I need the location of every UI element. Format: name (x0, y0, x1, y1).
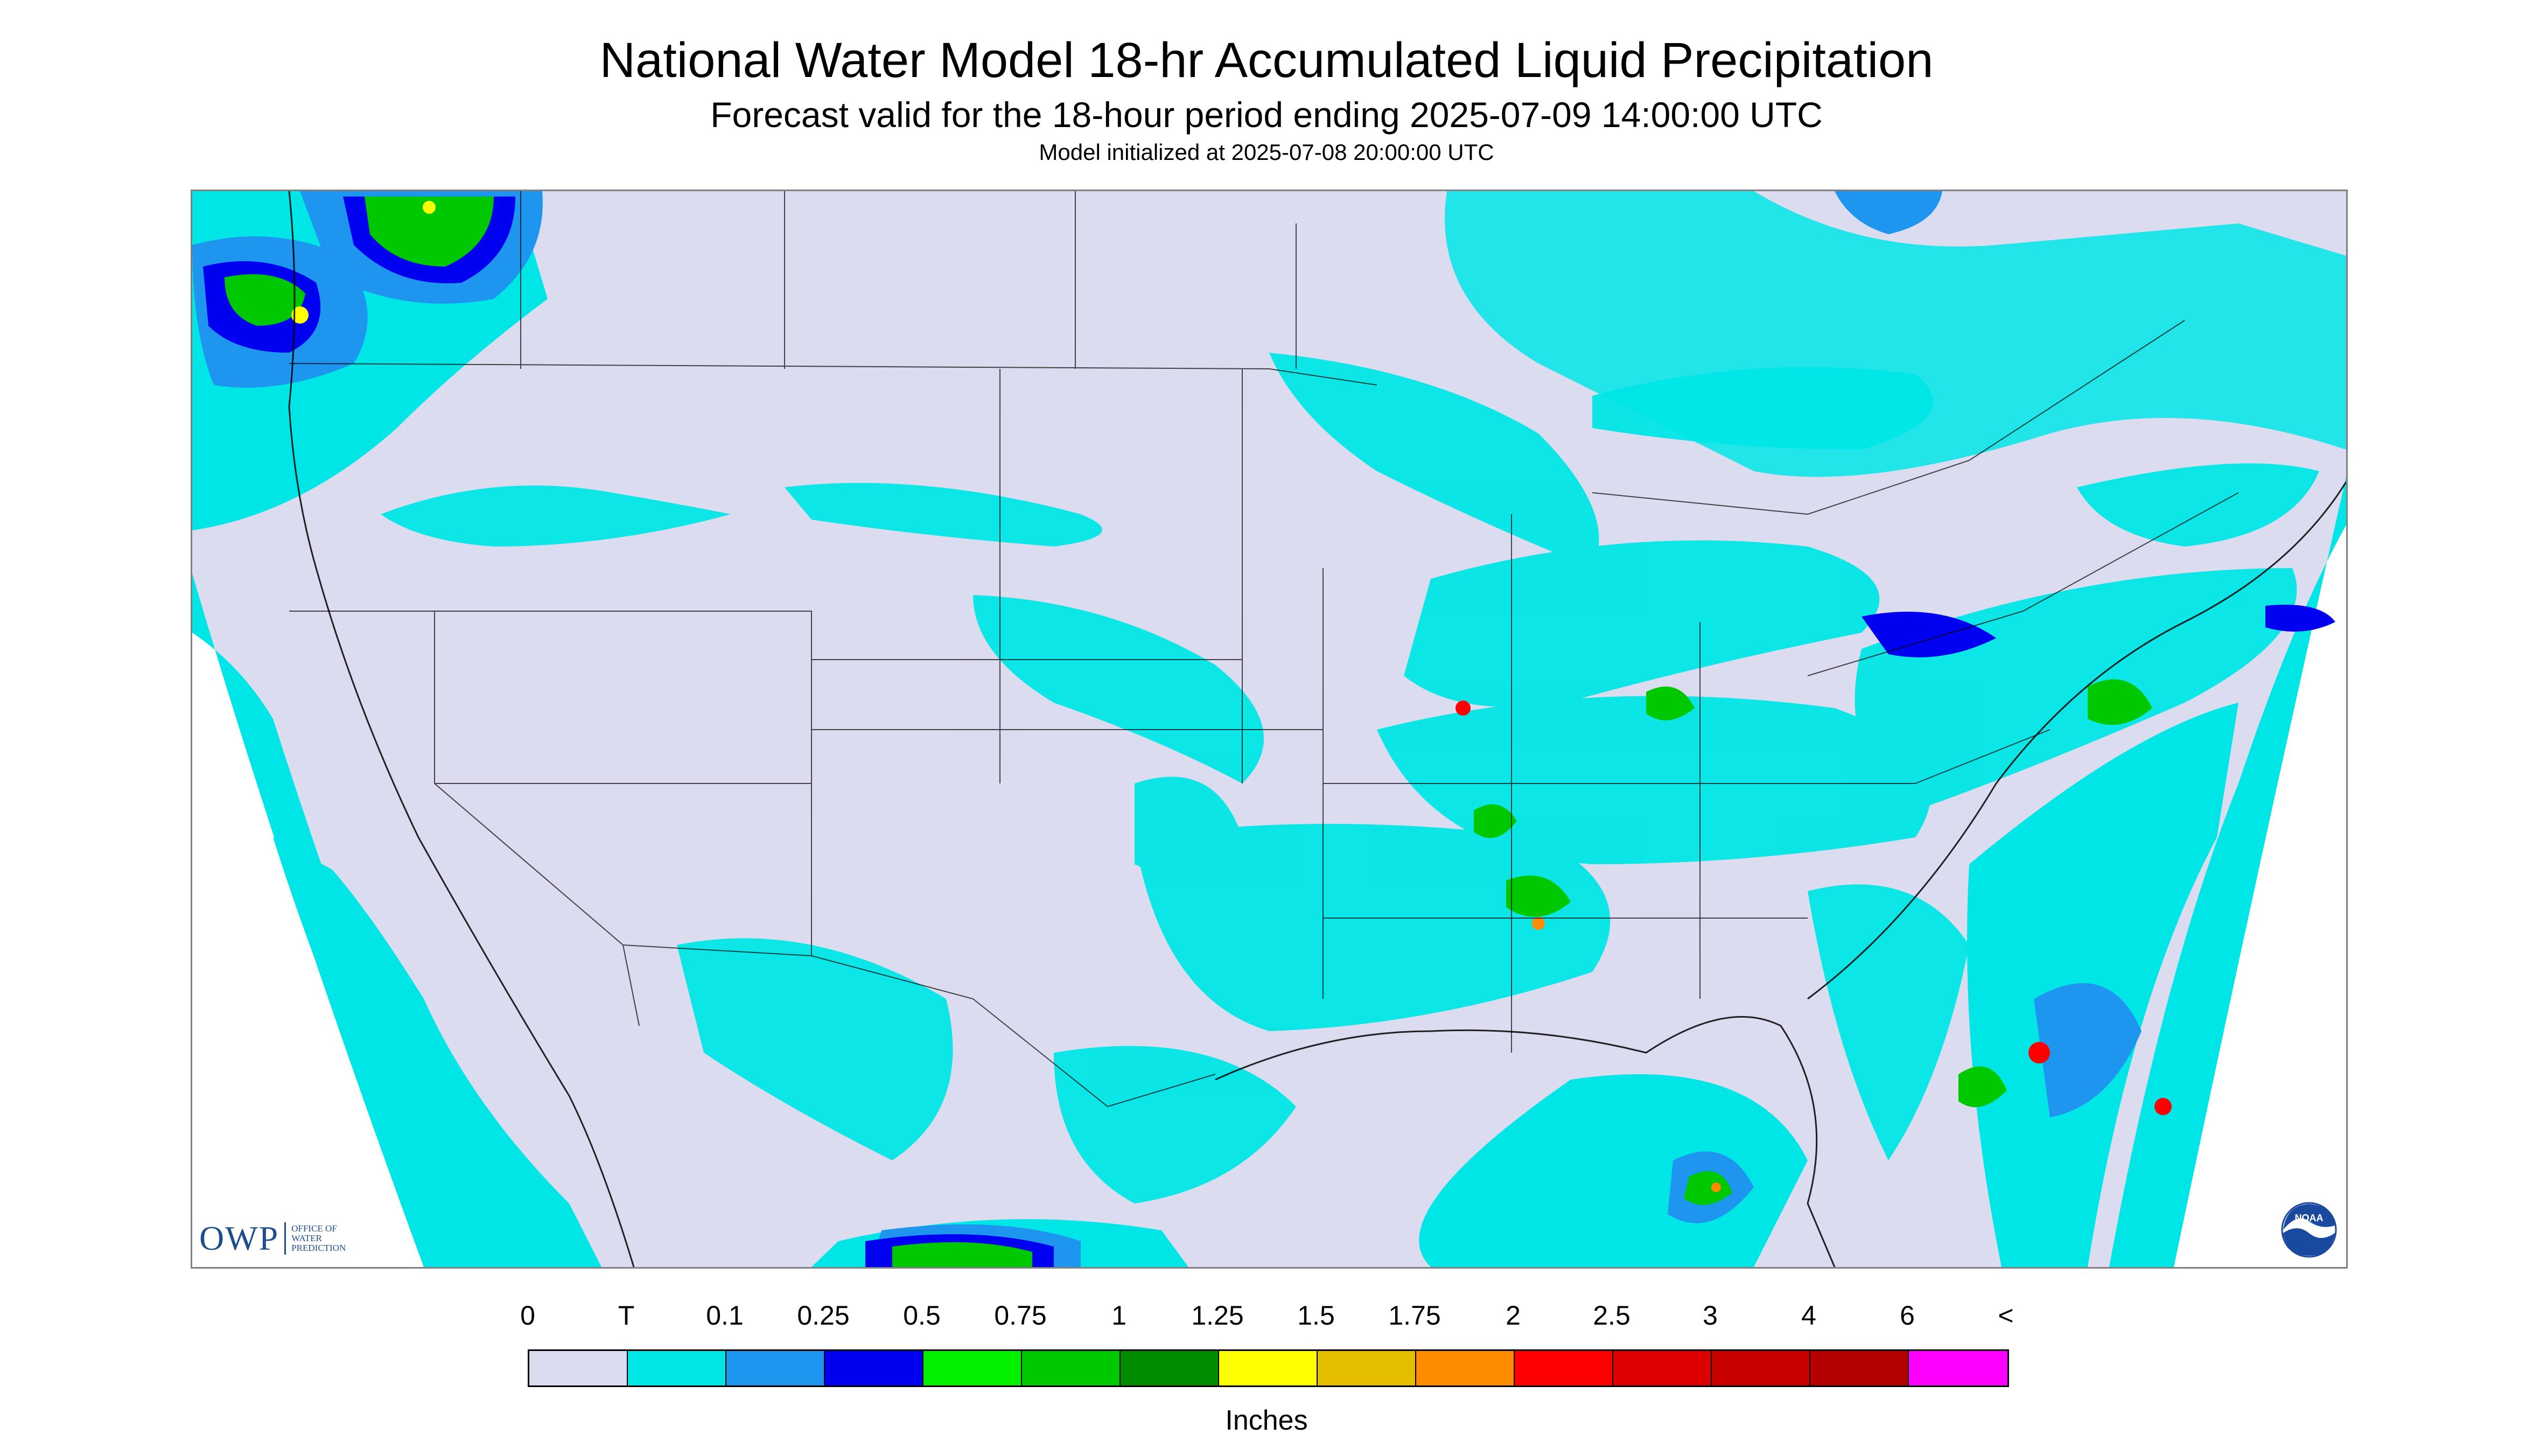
legend-label: 0.75 (994, 1300, 1047, 1331)
legend-label: < (1998, 1300, 2014, 1331)
legend-label: 2 (1506, 1300, 1521, 1331)
precip-green-patches (225, 197, 2152, 1267)
legend-swatch (628, 1351, 726, 1385)
owp-sub-line-1: OFFICE OF (291, 1223, 337, 1234)
legend-label: 0 (520, 1300, 535, 1331)
owp-logo-text: OWP (199, 1219, 279, 1257)
legend-label: 2.5 (1593, 1300, 1631, 1331)
legend-swatch (726, 1351, 825, 1385)
legend-labels: 0 T 0.1 0.25 0.5 0.75 1 1.25 1.5 1.75 2 … (0, 1302, 2533, 1334)
legend-swatch (1416, 1351, 1515, 1385)
legend-swatch (1219, 1351, 1318, 1385)
owp-logo: OWP OFFICE OF WATER PREDICTION (199, 1218, 346, 1259)
legend-label: 6 (1900, 1300, 1915, 1331)
legend-swatch (1810, 1351, 1909, 1385)
model-init-text: Model initialized at 2025-07-08 20:00:00… (1039, 139, 1494, 165)
owp-sub-line-2: WATER (291, 1233, 322, 1243)
precip-cyan-patches (381, 353, 2319, 1203)
legend-swatch (1515, 1351, 1613, 1385)
legend-label: 3 (1703, 1300, 1718, 1331)
legend-label: T (618, 1300, 635, 1331)
legend-swatch (825, 1351, 923, 1385)
legend-label: 1.25 (1191, 1300, 1244, 1331)
political-boundaries (289, 191, 2239, 1108)
noaa-logo-text: NOAA (2295, 1213, 2324, 1223)
legend-label: 0.25 (797, 1300, 850, 1331)
legend-swatch (529, 1351, 628, 1385)
legend-swatch (1909, 1351, 2007, 1385)
legend-label: 0.1 (706, 1300, 744, 1331)
legend-color-bar (528, 1349, 2009, 1387)
noaa-logo: NOAA (2281, 1202, 2337, 1258)
coastline (288, 191, 2346, 1267)
legend-label: 1.75 (1388, 1300, 1441, 1331)
legend-swatch (1318, 1351, 1416, 1385)
legend-swatch (1613, 1351, 1712, 1385)
legend-label: 0.5 (903, 1300, 941, 1331)
legend-swatch (1712, 1351, 1810, 1385)
legend-units: Inches (1225, 1405, 1308, 1436)
forecast-valid-subtitle: Forecast valid for the 18-hour period en… (710, 95, 1823, 135)
map-title: National Water Model 18-hr Accumulated L… (599, 33, 1934, 88)
owp-sub-line-3: PREDICTION (291, 1243, 346, 1253)
legend-swatch (1121, 1351, 1219, 1385)
legend-label: 4 (1801, 1300, 1816, 1331)
legend-label: 1.5 (1297, 1300, 1335, 1331)
legend-swatch (1022, 1351, 1121, 1385)
owp-logo-separator (284, 1222, 286, 1255)
precipitation-map (191, 190, 2348, 1269)
precip-heavy-patches (291, 201, 2172, 1192)
legend-label: 1 (1111, 1300, 1126, 1331)
owp-logo-subtext: OFFICE OF WATER PREDICTION (291, 1224, 346, 1253)
map-canvas (192, 191, 2346, 1267)
legend-swatch (923, 1351, 1022, 1385)
